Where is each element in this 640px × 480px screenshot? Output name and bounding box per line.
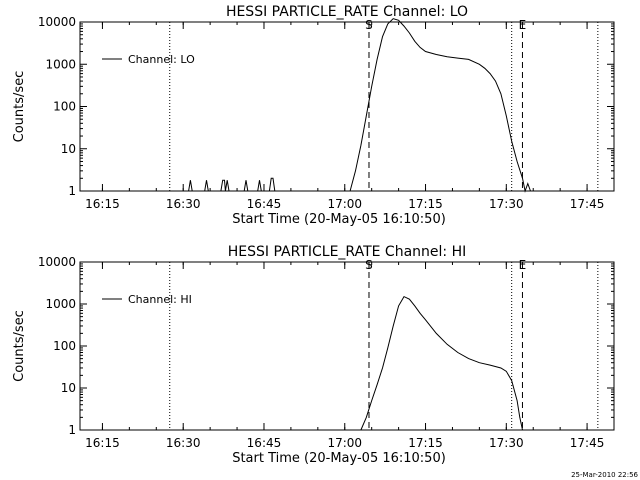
series-line-0 bbox=[188, 18, 534, 193]
y-tick-label: 10000 bbox=[38, 255, 76, 269]
y-tick-label: 10 bbox=[61, 381, 76, 395]
y-tick-label: 1000 bbox=[45, 57, 76, 71]
x-tick-label: 16:30 bbox=[166, 197, 201, 211]
x-axis-label: Start Time (20-May-05 16:10:50) bbox=[232, 451, 446, 466]
x-tick-label: 16:45 bbox=[247, 197, 282, 211]
y-tick-label: 1000 bbox=[45, 297, 76, 311]
y-axis-label: Counts/sec bbox=[12, 310, 27, 382]
marker-label: E bbox=[519, 18, 527, 32]
chart-panel-0 bbox=[79, 18, 615, 193]
plot-frame bbox=[79, 261, 615, 431]
x-tick-label: 17:30 bbox=[489, 197, 524, 211]
y-tick-label: 100 bbox=[53, 100, 76, 114]
x-tick-label: 17:45 bbox=[570, 197, 605, 211]
x-tick-label: 17:00 bbox=[327, 436, 362, 450]
legend-label: Channel: LO bbox=[128, 53, 195, 66]
x-tick-label: 16:15 bbox=[85, 436, 120, 450]
marker-label: S bbox=[365, 18, 373, 32]
marker-label: S bbox=[365, 258, 373, 272]
series-line-0 bbox=[360, 295, 523, 431]
y-axis-label: Counts/sec bbox=[12, 71, 27, 143]
chart-panel-1 bbox=[79, 261, 615, 431]
x-axis-label: Start Time (20-May-05 16:10:50) bbox=[232, 212, 446, 227]
x-tick-label: 17:30 bbox=[489, 436, 524, 450]
marker-label: E bbox=[519, 258, 527, 272]
x-tick-label: 17:15 bbox=[408, 436, 443, 450]
chart-title: HESSI PARTICLE_RATE Channel: HI bbox=[228, 244, 466, 260]
y-tick-label: 100 bbox=[53, 339, 76, 353]
y-tick-label: 10000 bbox=[38, 15, 76, 29]
x-tick-label: 16:30 bbox=[166, 436, 201, 450]
legend-label: Channel: HI bbox=[128, 293, 192, 306]
x-tick-label: 17:00 bbox=[327, 197, 362, 211]
footer-timestamp: 25-Mar-2010 22:56 bbox=[571, 471, 638, 479]
x-tick-label: 16:45 bbox=[247, 436, 282, 450]
chart-title: HESSI PARTICLE_RATE Channel: LO bbox=[226, 4, 468, 20]
x-tick-label: 17:15 bbox=[408, 197, 443, 211]
plot-frame bbox=[79, 21, 615, 192]
x-tick-label: 16:15 bbox=[85, 197, 120, 211]
y-tick-label: 10 bbox=[61, 142, 76, 156]
y-tick-label: 1 bbox=[68, 184, 76, 198]
y-tick-label: 1 bbox=[68, 423, 76, 437]
x-tick-label: 17:45 bbox=[570, 436, 605, 450]
